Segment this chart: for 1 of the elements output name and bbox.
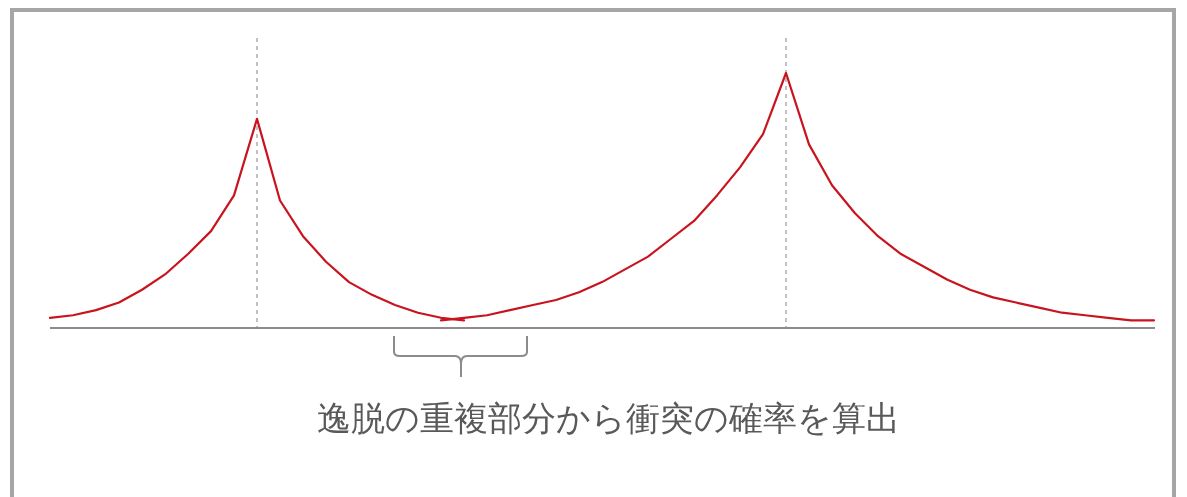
text: 逸脱の重複部分から衝突の確率を算出	[316, 398, 900, 438]
